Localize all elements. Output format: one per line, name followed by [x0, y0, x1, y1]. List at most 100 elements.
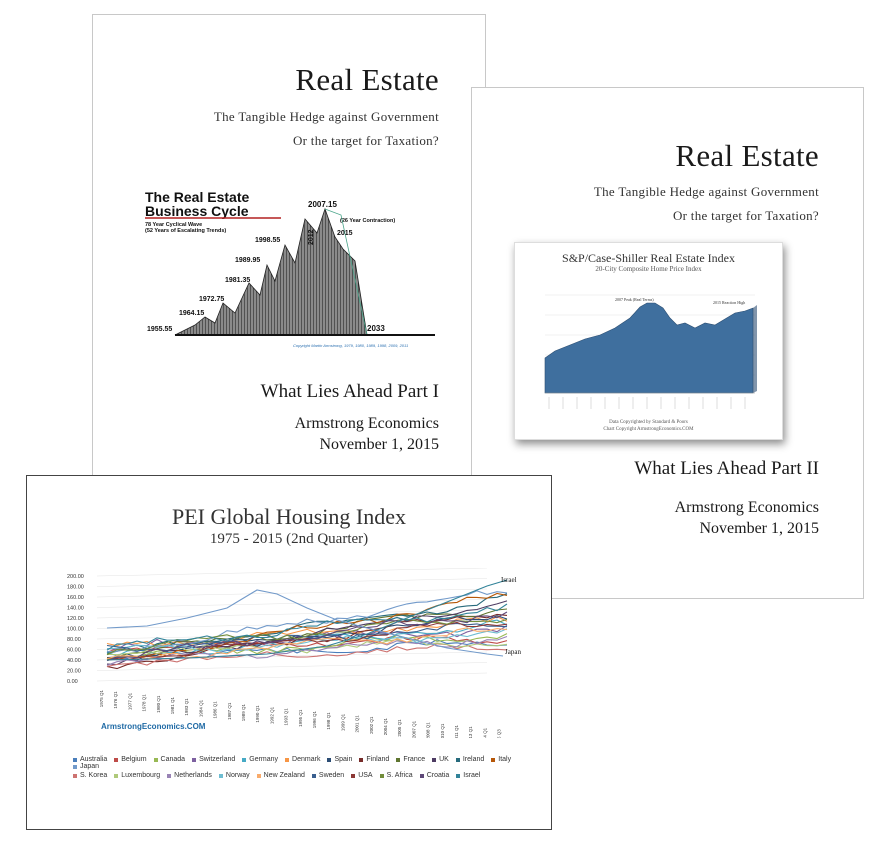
- legend-swatch: [351, 773, 356, 778]
- y-tick-label: 100.00: [67, 627, 84, 633]
- publication-date: November 1, 2015: [319, 436, 439, 453]
- case-shiller-chart: S&P/Case-Shiller Real Estate Index 20-Ci…: [514, 242, 783, 440]
- legend-label: UK: [439, 756, 449, 763]
- gridline: [96, 672, 488, 682]
- y-tick-label: 20.00: [67, 669, 81, 675]
- gridline: [96, 588, 488, 598]
- y-tick-label: 80.00: [67, 637, 81, 643]
- legend-item: Norway: [218, 772, 250, 779]
- x-tick-label: 1996 Q1: [312, 711, 317, 729]
- x-tick-label: 2010 Q1: [440, 723, 445, 738]
- legend-item: Italy: [491, 756, 511, 763]
- legend-item: Netherlands: [167, 772, 212, 779]
- legend-label: Sweden: [318, 772, 345, 779]
- legend-label: Australia: [80, 756, 108, 763]
- legend-swatch: [359, 757, 364, 762]
- cycle-label: 2007.15: [308, 200, 337, 209]
- cycle-label: 2012: [308, 229, 315, 245]
- armstrong-watermark: ArmstrongEconomics.COM: [101, 722, 206, 731]
- case-shiller-footer-data: Data Copyrighted by Standard & Poors: [609, 420, 688, 425]
- x-tick-label: 2005 Q1: [397, 719, 402, 737]
- cycle-contraction-note: (26 Year Contraction): [340, 218, 395, 224]
- legend-label: Netherlands: [174, 772, 212, 779]
- x-tick-label: 1986 Q1: [213, 701, 218, 719]
- legend-swatch: [167, 773, 172, 778]
- cycle-wave-area: [174, 207, 368, 336]
- x-tick-label: 2008 Q1: [426, 722, 431, 738]
- legend-item: Spain: [327, 756, 352, 763]
- cover-page-part-1: Real Estate The Tangible Hedge against G…: [92, 14, 486, 484]
- case-shiller-area: [544, 302, 754, 394]
- x-tick-label: 2007 Q1: [411, 720, 416, 738]
- legend-item: New Zealand: [256, 772, 305, 779]
- x-tick-label: 1992 Q1: [269, 706, 274, 724]
- israel-label: Israel: [501, 576, 517, 584]
- legend-item: Japan: [73, 763, 99, 770]
- legend-label: Japan: [80, 763, 100, 770]
- legend-swatch: [379, 773, 384, 778]
- x-tick-label: 1975 Q1: [99, 690, 104, 708]
- legend-swatch: [432, 757, 437, 762]
- y-tick-label: 140.00: [67, 606, 84, 612]
- reaction-high-label: 2015 Reaction High: [713, 300, 745, 305]
- pei-housing-chart: 200.00 180.00 160.00 140.00 120.00 100.00 80.0…: [67, 568, 521, 738]
- y-tick-label: 60.00: [67, 648, 81, 654]
- legend-label: Italy: [498, 756, 512, 763]
- gridline: [96, 568, 488, 577]
- pei-housing-index-page: PEI Global Housing Index 1975 - 2015 (2n…: [26, 475, 552, 830]
- x-tick-label: 1978 Q1: [142, 694, 147, 712]
- y-tick-label: 0.00: [67, 679, 78, 685]
- legend-swatch: [455, 757, 460, 762]
- x-tick-label: 1977 Q1: [127, 692, 132, 710]
- legend-label: Ireland: [462, 756, 485, 763]
- pei-legend-row-2: S. Korea Luxembourg Netherlands Norway New Z…: [73, 772, 533, 779]
- legend-item: France: [396, 756, 425, 763]
- gridline: [96, 578, 488, 587]
- x-tick-label: 2014 Q1: [482, 727, 487, 738]
- legend-swatch: [192, 757, 197, 762]
- legend-item: Germany: [242, 756, 278, 763]
- cycle-heading-2: Business Cycle: [145, 203, 249, 219]
- series-line: [106, 593, 508, 654]
- legend-label: Finland: [366, 756, 390, 763]
- x-tick-label: 2002 Q1: [369, 716, 374, 734]
- cycle-label: 1964.15: [179, 310, 204, 317]
- page-title: Real Estate: [675, 138, 819, 173]
- x-tick-label: 2004 Q1: [383, 718, 388, 736]
- legend-label: Denmark: [292, 756, 321, 763]
- cycle-label: 1981.35: [225, 277, 250, 284]
- pei-legend-row-1: Australia Belgium Canada Switzerland Germany…: [73, 756, 533, 770]
- legend-label: Israel: [463, 772, 481, 779]
- cycle-label: 2033: [367, 324, 385, 333]
- cycle-label: 1972.75: [199, 296, 224, 303]
- cycle-copyright: Copyright Martin Armstrong, 1979, 1980, …: [293, 343, 408, 348]
- x-tick-label: 2013 Q1: [468, 726, 473, 738]
- page-subtitle-question: Or the target for Taxation?: [672, 208, 819, 223]
- series-line: [106, 627, 508, 660]
- case-shiller-subtitle: 20-City Composite Home Price Index: [595, 265, 702, 273]
- legend-swatch: [153, 757, 158, 762]
- series-line: [106, 603, 508, 651]
- x-tick-label: 1995 Q1: [298, 709, 303, 727]
- x-tick-label: 1976 Q1: [113, 691, 118, 709]
- legend-swatch: [218, 773, 223, 778]
- cycle-label: 1955.55: [147, 326, 172, 333]
- x-tick-label: 1987 Q1: [227, 702, 232, 720]
- x-tick-label: 2001 Q1: [355, 715, 360, 733]
- legend-item: Canada: [153, 756, 185, 763]
- legend-item: Ireland: [455, 756, 485, 763]
- x-tick-label: 1980 Q1: [156, 695, 161, 713]
- series-line-japan: [106, 589, 504, 657]
- legend-item: Denmark: [285, 756, 320, 763]
- real-estate-cycle-chart: The Real Estate Business Cycle 78 Year C…: [145, 189, 435, 348]
- y-tick-label: 200.00: [67, 574, 84, 580]
- page-subtitle: The Tangible Hedge against Government: [593, 184, 819, 199]
- legend-swatch: [456, 773, 461, 778]
- cycle-label: 1998.55: [255, 237, 280, 244]
- legend-label: Spain: [334, 756, 353, 763]
- legend-item: Australia: [73, 756, 107, 763]
- x-tick-label: 1990 Q1: [255, 705, 260, 723]
- legend-swatch: [396, 757, 401, 762]
- x-tick-label: 1981 Q1: [170, 697, 175, 715]
- legend-swatch: [114, 757, 119, 762]
